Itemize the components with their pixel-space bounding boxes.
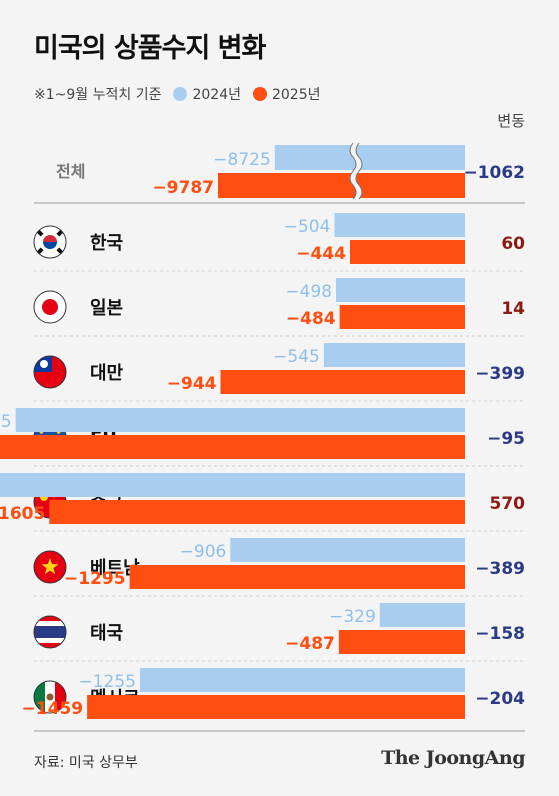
value-label-2024: −8725 (213, 150, 271, 170)
bar-2024 (15, 408, 465, 432)
bar-2024 (139, 668, 465, 692)
value-label-2025: −9787 (152, 178, 214, 198)
change-value: 570 (490, 494, 526, 514)
change-value: −158 (475, 624, 525, 644)
bar-2024 (274, 145, 465, 170)
bar-2024 (323, 343, 465, 367)
axis-break-line (349, 142, 357, 200)
legend-label-2025: 2025년 (271, 87, 321, 103)
bar-2024 (230, 538, 465, 562)
value-label-2025: −944 (167, 374, 217, 394)
bar-2025 (49, 500, 466, 524)
value-label-2024: −504 (284, 217, 331, 237)
value-label-2025: −1295 (64, 569, 126, 589)
japan-flag-icon (33, 290, 67, 324)
page-title: 미국의 상품수지 변화 (34, 33, 266, 64)
category-label: 전체 (56, 162, 85, 181)
legend-swatch-2025 (252, 87, 267, 101)
change-value: 60 (501, 234, 525, 254)
bar-2025 (87, 695, 465, 719)
axis-break-mark (350, 141, 362, 201)
change-value: −399 (475, 364, 525, 384)
legend-swatch-2024 (173, 87, 188, 101)
change-column-header: 변동 (497, 112, 525, 130)
category-label: 한국 (90, 233, 123, 254)
category-label: 대만 (90, 363, 124, 384)
bar-2024 (336, 278, 465, 302)
value-label-2024: −498 (285, 282, 332, 302)
change-value: −95 (487, 429, 525, 449)
legend-label-2024: 2024년 (192, 87, 241, 103)
value-label-2024: −329 (329, 607, 376, 627)
mexico-flag-icon (33, 680, 67, 714)
change-value: 14 (501, 299, 525, 319)
bar-2024 (334, 213, 465, 237)
category-label: 태국 (90, 623, 123, 644)
category-label: 베트남 (90, 558, 140, 579)
axis-break-line (355, 142, 363, 200)
value-label-2024: −1255 (78, 672, 136, 692)
legend-note: ※1~9월 누적치 기준 (34, 87, 162, 103)
taiwan-flag-icon (33, 355, 67, 389)
bar-2024 (379, 603, 465, 627)
value-label-2024: −906 (180, 542, 227, 562)
bar-2025 (218, 173, 465, 198)
value-label-2025: −1605 (0, 504, 45, 524)
korea-flag-icon (33, 225, 67, 259)
vietnam-flag-icon (33, 550, 67, 584)
value-label-2025: −487 (285, 634, 335, 654)
thailand-flag-icon (33, 615, 67, 649)
legend: ※1~9월 누적치 기준 2024년 2025년 (34, 84, 321, 104)
category-label: 일본 (90, 298, 123, 319)
bar-2025 (220, 370, 465, 394)
bar-2025 (0, 435, 466, 459)
value-label-2025: −444 (296, 244, 346, 264)
change-value: −204 (475, 689, 525, 709)
value-label-2024: −1735 (0, 412, 12, 432)
source-note: 자료: 미국 상무부 (34, 755, 138, 771)
bar-2025 (338, 630, 465, 654)
change-value: −1062 (463, 163, 525, 183)
value-label-2024: −545 (273, 347, 320, 367)
change-value: −389 (475, 559, 525, 579)
value-label-2025: −1459 (22, 699, 84, 719)
bar-2024 (0, 473, 466, 497)
bar-2025 (350, 240, 465, 264)
bar-2025 (129, 565, 465, 589)
value-label-2025: −484 (286, 309, 336, 329)
bar-2025 (339, 305, 465, 329)
brand-logo: The JoongAng (381, 747, 525, 769)
